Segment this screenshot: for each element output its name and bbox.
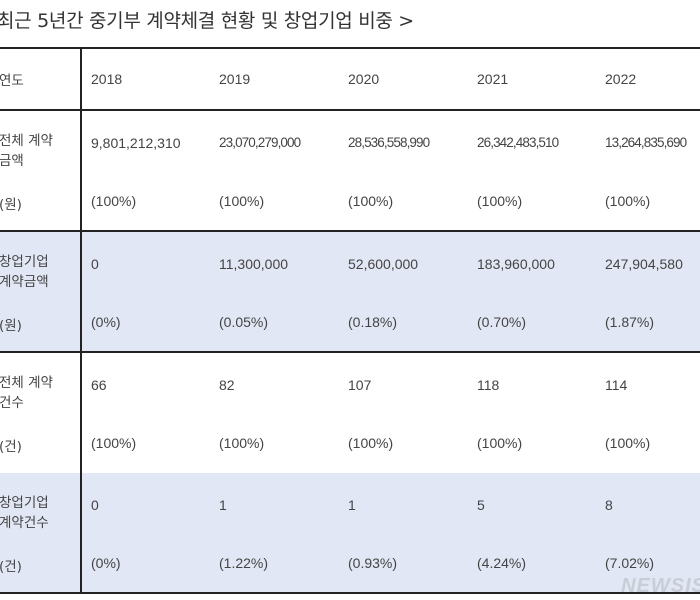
unit-label: (원) bbox=[0, 171, 82, 232]
share-cell: (0.93%) bbox=[339, 533, 468, 594]
share-cell: (0.70%) bbox=[468, 292, 596, 353]
unit-label: (원) bbox=[0, 292, 82, 353]
unit-label: (건) bbox=[0, 413, 82, 473]
share-cell: (100%) bbox=[339, 171, 468, 232]
row-label-text: 전체 계약건수 bbox=[0, 375, 53, 411]
table-row: (건) (100%) (100%) (100%) (100%) (100%) bbox=[0, 413, 700, 473]
contract-table: 연도 2018 2019 2020 2021 2022 전체 계약금액 9,80… bbox=[0, 47, 700, 594]
row-label: 전체 계약금액 bbox=[0, 110, 82, 171]
share-cell: (100%) bbox=[477, 435, 523, 451]
table-row: (원) (0%) (0.05%) (0.18%) (0.70%) (1.87%) bbox=[0, 292, 700, 353]
share-cell: (0%) bbox=[81, 533, 210, 594]
year-cell: 2019 bbox=[210, 47, 339, 111]
value-cell: 11,300,000 bbox=[210, 231, 339, 292]
year-cell: 2021 bbox=[468, 47, 596, 111]
year-cell: 2020 bbox=[339, 47, 468, 111]
news-watermark: NEWSIS bbox=[621, 575, 700, 597]
value-cell: 114 bbox=[605, 377, 628, 393]
share-cell: (4.24%) bbox=[468, 533, 596, 594]
share-cell: (100%) bbox=[596, 171, 700, 232]
table-row: (원) (100%) (100%) (100%) (100%) (100%) bbox=[0, 171, 700, 232]
table-row: 창업기업 계약금액 0 11,300,000 52,600,000 183,96… bbox=[0, 231, 700, 292]
table-title: 최근 5년간 중기부 계약체결 현황 및 창업기업 비중 > bbox=[0, 10, 414, 32]
value-cell: 9,801,212,310 bbox=[91, 135, 181, 151]
share-cell: (100%) bbox=[219, 435, 265, 451]
header-label: 연도 bbox=[0, 47, 82, 111]
row-label: 창업기업 계약금액 bbox=[0, 231, 82, 292]
value-cell: 247,904,580 bbox=[596, 231, 700, 292]
share-cell: (0%) bbox=[81, 292, 210, 353]
value-cell: 28,536,558,990 bbox=[348, 135, 430, 150]
share-cell: (0.05%) bbox=[210, 292, 339, 353]
value-cell: 1 bbox=[339, 473, 468, 533]
share-cell: (100%) bbox=[81, 171, 210, 232]
table-row: (건) (0%) (1.22%) (0.93%) (4.24%) (7.02%) bbox=[0, 533, 700, 594]
share-cell: (100%) bbox=[468, 171, 596, 232]
header-row: 연도 2018 2019 2020 2021 2022 bbox=[0, 47, 700, 111]
share-cell: (1.22%) bbox=[210, 533, 339, 594]
value-cell: 183,960,000 bbox=[468, 231, 596, 292]
share-cell: (100%) bbox=[91, 435, 137, 451]
value-cell: 8 bbox=[596, 473, 700, 533]
year-cell: 2022 bbox=[596, 47, 700, 111]
value-cell: 23,070,279,000 bbox=[219, 135, 301, 150]
value-cell: 107 bbox=[348, 377, 372, 393]
value-cell: 66 bbox=[91, 377, 107, 393]
row-label-text: 창업기업 계약건수 bbox=[0, 495, 49, 531]
row-label: 창업기업 계약건수 bbox=[0, 473, 82, 533]
value-cell: 82 bbox=[219, 377, 235, 393]
share-cell: (100%) bbox=[210, 171, 339, 232]
share-cell: (0.18%) bbox=[339, 292, 468, 353]
share-cell: (7.02%) bbox=[596, 533, 700, 594]
share-cell: (1.87%) bbox=[596, 292, 700, 353]
value-cell: 0 bbox=[81, 473, 210, 533]
value-cell: 5 bbox=[468, 473, 596, 533]
table-row: 전체 계약금액 9,801,212,310 23,070,279,000 28,… bbox=[0, 110, 700, 171]
value-cell: 13,264,835,690 bbox=[605, 135, 687, 150]
table-row: 전체 계약건수 66 82 107 118 114 bbox=[0, 352, 700, 413]
row-label-text: 전체 계약금액 bbox=[0, 133, 53, 169]
year-cell: 2018 bbox=[81, 47, 210, 111]
share-cell: (100%) bbox=[605, 435, 651, 451]
unit-label: (건) bbox=[0, 533, 82, 594]
row-label-text: 창업기업 계약금액 bbox=[0, 254, 49, 290]
row-label: 전체 계약건수 bbox=[0, 352, 82, 413]
value-cell: 1 bbox=[210, 473, 339, 533]
value-cell: 118 bbox=[477, 377, 500, 393]
value-cell: 0 bbox=[81, 231, 210, 292]
value-cell: 52,600,000 bbox=[339, 231, 468, 292]
value-cell: 26,342,483,510 bbox=[477, 135, 559, 150]
share-cell: (100%) bbox=[348, 435, 394, 451]
table-row: 창업기업 계약건수 0 1 1 5 8 bbox=[0, 473, 700, 533]
